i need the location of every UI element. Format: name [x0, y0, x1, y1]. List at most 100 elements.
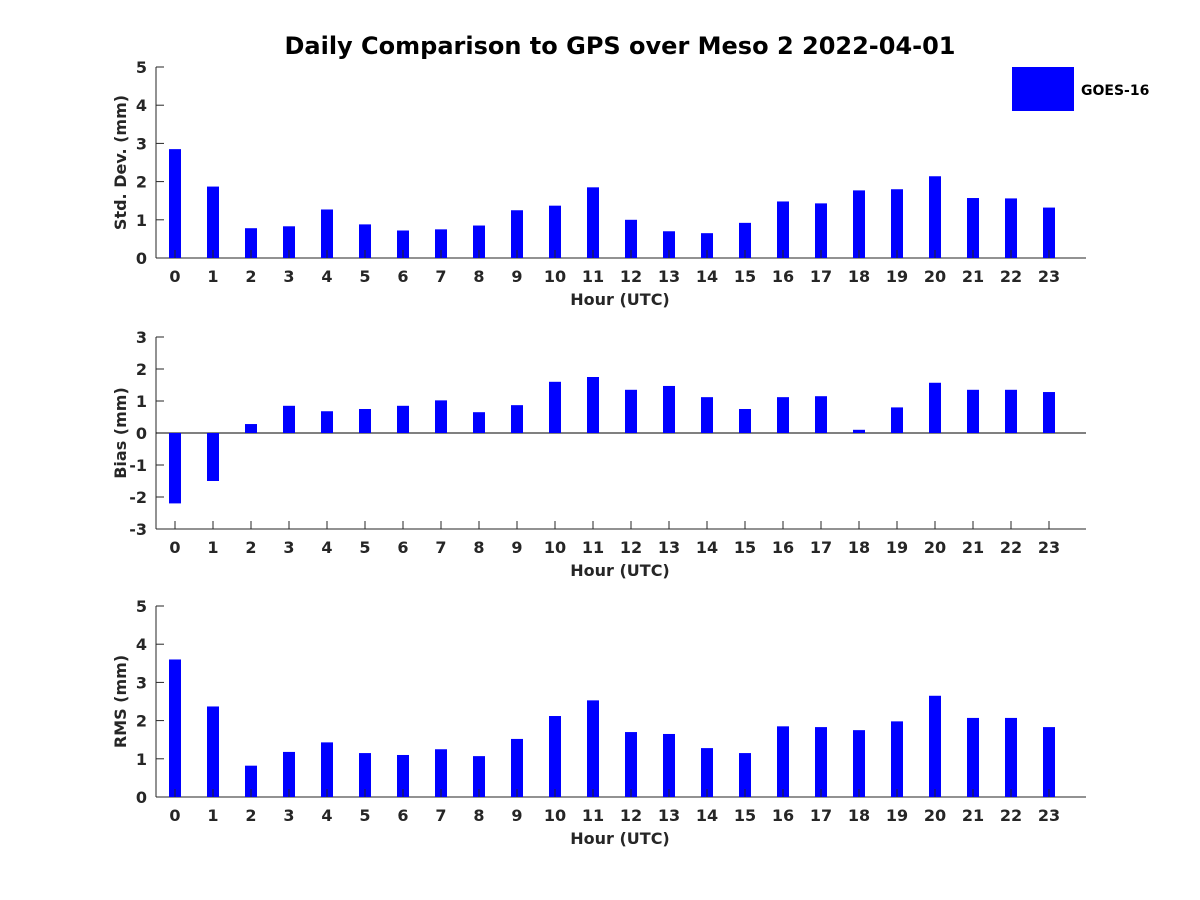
bar	[1005, 198, 1017, 258]
bar	[397, 754, 409, 797]
bar	[853, 190, 865, 258]
bar	[245, 228, 257, 258]
bar	[587, 700, 599, 797]
y-tick-label: 2	[136, 173, 147, 192]
x-tick-label: 21	[962, 267, 984, 286]
x-tick-label: 6	[397, 538, 408, 557]
x-tick-label: 9	[511, 806, 522, 825]
x-axis-title: Hour (UTC)	[570, 829, 670, 848]
legend-swatch	[1012, 67, 1074, 111]
bar	[321, 742, 333, 797]
x-tick-label: 16	[772, 538, 794, 557]
bar	[549, 205, 561, 258]
y-tick-label: 0	[136, 788, 147, 807]
bar	[435, 229, 447, 258]
x-tick-label: 15	[734, 267, 756, 286]
x-tick-label: 11	[582, 538, 604, 557]
bar	[777, 726, 789, 797]
bar	[1043, 392, 1055, 433]
x-tick-label: 8	[473, 806, 484, 825]
bar	[435, 400, 447, 433]
bar	[435, 749, 447, 797]
y-tick-label: -2	[129, 488, 147, 507]
bar	[891, 407, 903, 433]
x-tick-label: 12	[620, 267, 642, 286]
bar	[473, 412, 485, 433]
x-tick-label: 14	[696, 538, 718, 557]
bar	[701, 233, 713, 258]
x-tick-label: 7	[435, 538, 446, 557]
bar	[929, 382, 941, 433]
x-tick-label: 10	[544, 267, 566, 286]
x-tick-label: 15	[734, 806, 756, 825]
bar	[815, 727, 827, 797]
x-tick-label: 1	[207, 806, 218, 825]
x-tick-label: 6	[397, 806, 408, 825]
y-tick-label: 2	[136, 712, 147, 731]
bar	[549, 381, 561, 433]
y-tick-label: 5	[136, 597, 147, 616]
x-tick-label: 5	[359, 267, 370, 286]
y-axis-title: Bias (mm)	[111, 387, 130, 479]
x-tick-label: 20	[924, 806, 946, 825]
y-tick-label: 2	[136, 360, 147, 379]
y-tick-label: 0	[136, 424, 147, 443]
x-tick-label: 22	[1000, 806, 1022, 825]
bar	[967, 198, 979, 258]
bar	[397, 230, 409, 258]
bar	[625, 219, 637, 258]
figure-title: Daily Comparison to GPS over Meso 2 2022…	[284, 32, 955, 60]
legend: GOES-16	[1012, 67, 1149, 111]
x-tick-label: 0	[169, 806, 180, 825]
bar	[625, 389, 637, 433]
bar	[929, 176, 941, 258]
x-tick-label: 3	[283, 538, 294, 557]
bar	[473, 756, 485, 797]
x-tick-label: 5	[359, 806, 370, 825]
bar	[169, 149, 181, 258]
bar	[587, 187, 599, 258]
x-tick-label: 19	[886, 806, 908, 825]
y-axis-title: Std. Dev. (mm)	[111, 95, 130, 230]
x-tick-label: 11	[582, 267, 604, 286]
bar	[739, 222, 751, 258]
x-tick-label: 13	[658, 267, 680, 286]
y-tick-label: 0	[136, 249, 147, 268]
bar	[815, 203, 827, 258]
bar	[359, 753, 371, 797]
bar	[207, 186, 219, 258]
x-tick-label: 6	[397, 267, 408, 286]
x-tick-label: 12	[620, 538, 642, 557]
bar	[891, 189, 903, 258]
x-tick-label: 4	[321, 267, 332, 286]
x-tick-label: 19	[886, 267, 908, 286]
bar	[169, 659, 181, 797]
y-tick-label: 1	[136, 392, 147, 411]
bar	[853, 429, 865, 433]
x-tick-label: 10	[544, 538, 566, 557]
x-tick-label: 9	[511, 267, 522, 286]
x-tick-label: 1	[207, 267, 218, 286]
x-tick-label: 13	[658, 806, 680, 825]
bar	[473, 225, 485, 258]
bar	[739, 753, 751, 797]
bar	[891, 721, 903, 797]
x-tick-label: 11	[582, 806, 604, 825]
x-tick-label: 16	[772, 267, 794, 286]
x-axis-title: Hour (UTC)	[570, 290, 670, 309]
x-tick-label: 2	[245, 806, 256, 825]
y-tick-label: 4	[136, 96, 147, 115]
bar	[321, 411, 333, 433]
bar	[853, 730, 865, 797]
x-tick-label: 15	[734, 538, 756, 557]
x-tick-label: 2	[245, 538, 256, 557]
bar	[511, 210, 523, 258]
x-tick-label: 14	[696, 806, 718, 825]
x-tick-label: 0	[169, 267, 180, 286]
x-tick-label: 18	[848, 806, 870, 825]
x-tick-label: 7	[435, 267, 446, 286]
